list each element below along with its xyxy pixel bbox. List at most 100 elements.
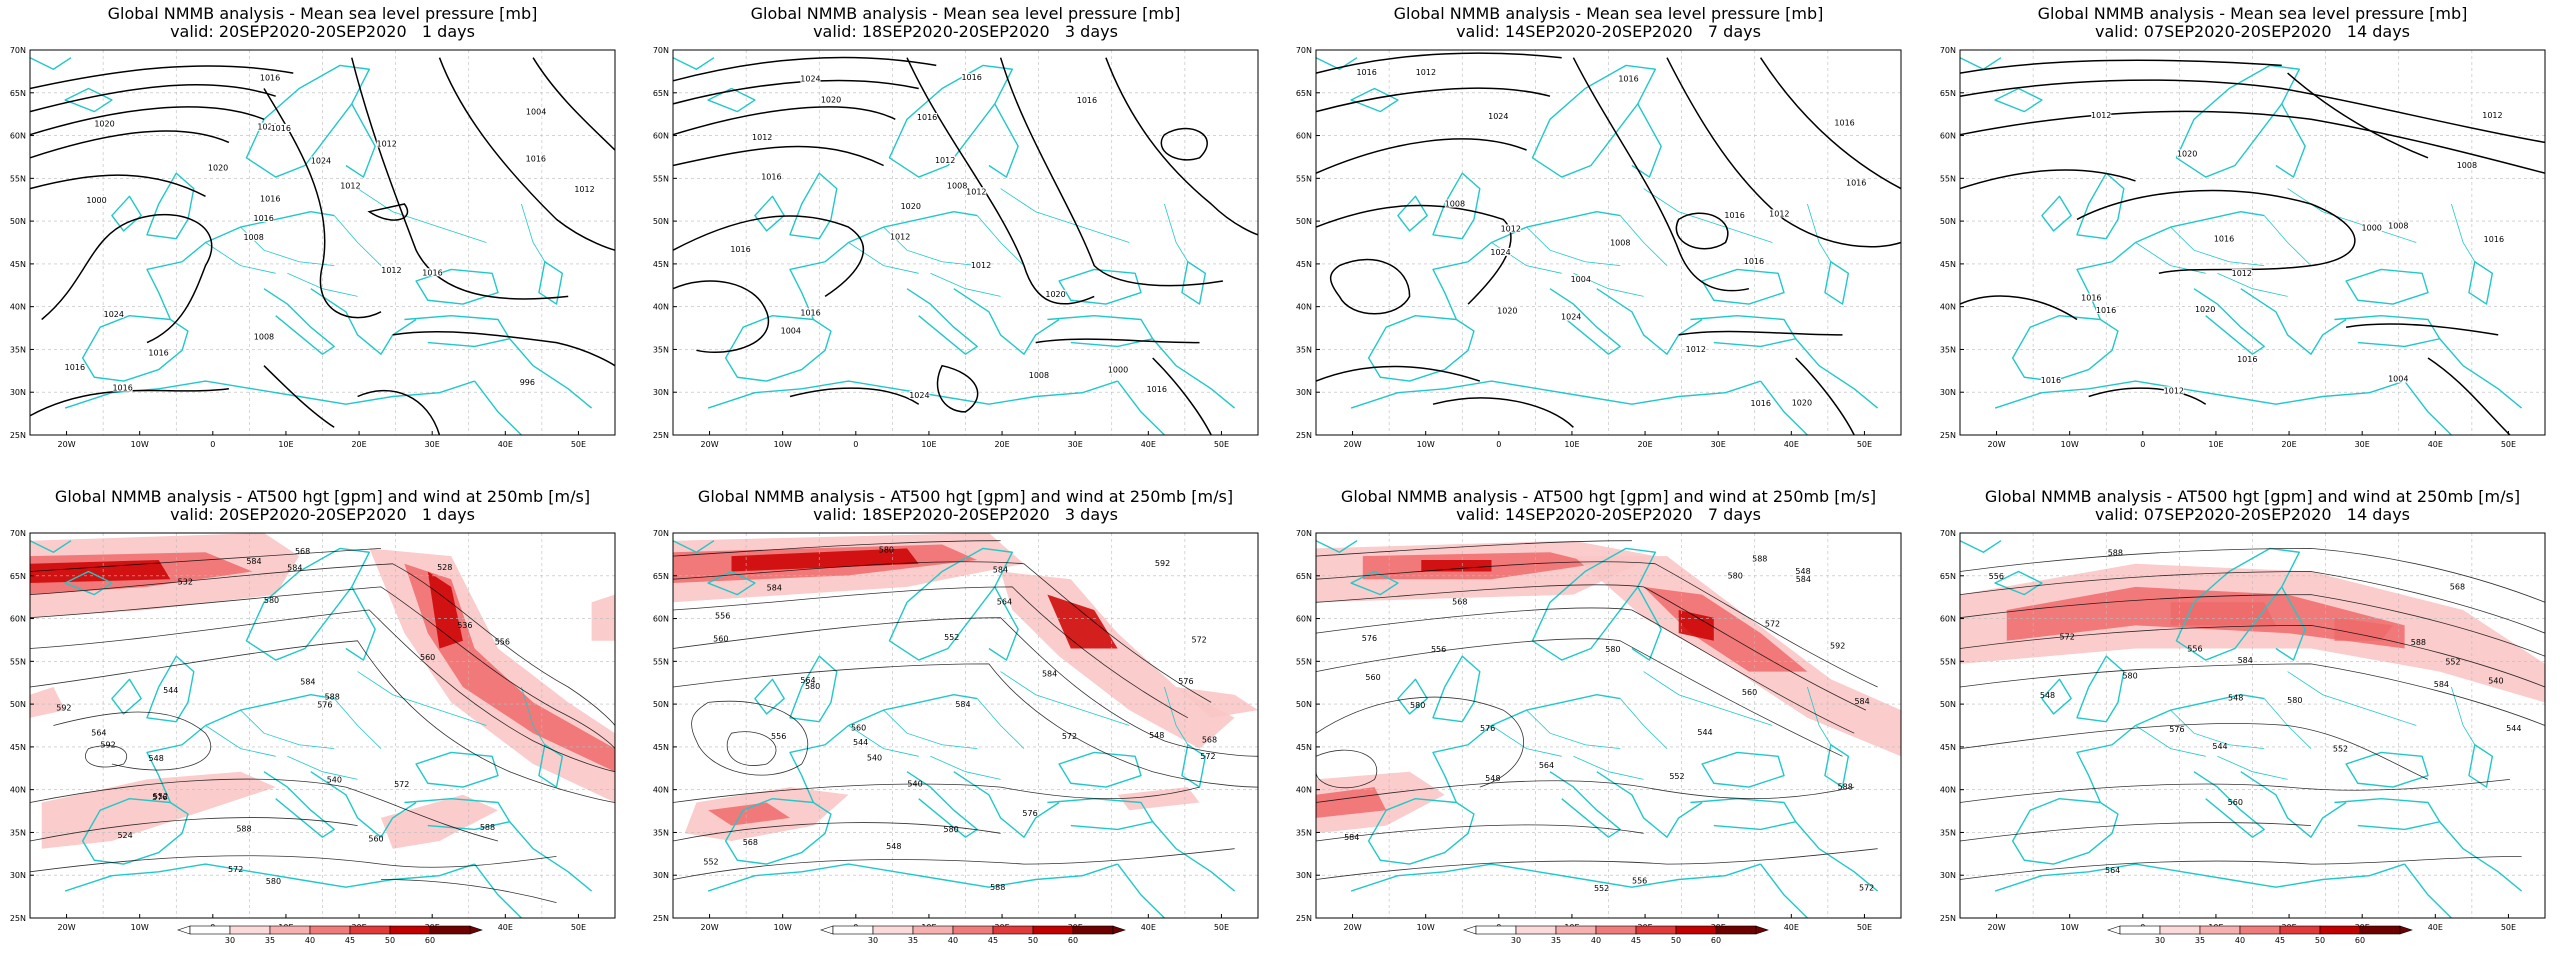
lat-label: 40N: [1296, 786, 1312, 795]
panel-title: Global NMMB analysis - AT500 hgt [gpm] a…: [1340, 487, 1877, 506]
wind-map: 540 544 548 552 556 560 564 568 572 576 580 584 580 5…: [1930, 533, 2555, 938]
height-contour: [30, 564, 615, 726]
country-border: [1527, 227, 1621, 266]
lon-label: 40E: [2428, 923, 2443, 932]
coastline: [1995, 572, 2042, 595]
contour-label: 536: [457, 621, 472, 630]
height-contour: [1316, 562, 1878, 687]
mslp-map: 1004 1008 1012 1016 1020 1024 1024 1024 1020 1016…: [1286, 50, 1911, 455]
contour-label: 580: [1605, 645, 1620, 654]
map-border: [1959, 49, 2546, 436]
contour-label: 1016: [2214, 234, 2234, 243]
lat-label: 30N: [1940, 871, 1956, 880]
wind-colorbar: 30 35 40 45 50 60: [820, 925, 1126, 945]
coastline: [755, 679, 784, 714]
lat-label: 70N: [10, 46, 26, 55]
contour-label-bg: [208, 163, 229, 172]
lon-label: 30E: [425, 440, 440, 449]
map-border: [29, 532, 616, 919]
lon-label: 30E: [1068, 440, 1083, 449]
mslp-panel-header: Global NMMB analysis - Mean sea level pr…: [1306, 5, 1911, 45]
contour-label: 1024: [800, 75, 820, 84]
contour-label-bg: [1561, 312, 1582, 321]
contour-label-bg: [381, 266, 402, 275]
contour-label: 588: [1838, 782, 1853, 791]
country-border: [2217, 273, 2287, 296]
pressure-isobar: [1316, 53, 1562, 73]
colorbar-min-arrow: [2107, 925, 2121, 935]
contour-label-bg: [260, 73, 281, 82]
coastline: [2241, 289, 2346, 354]
lat-label: 65N: [653, 89, 669, 98]
lat-label: 55N: [10, 174, 26, 183]
contour-label: 1012: [1686, 345, 1706, 354]
colorbar-tick-label: 60: [425, 936, 435, 945]
lat-label: 30N: [10, 388, 26, 397]
pressure-isobar: [30, 131, 229, 158]
coastline: [1316, 541, 1357, 553]
contour-label: 1024: [1488, 112, 1508, 121]
contour-label: 1016: [730, 245, 750, 254]
lat-label: 45N: [1296, 260, 1312, 269]
height-contour: [673, 618, 1258, 757]
contour-label: 580: [879, 546, 894, 555]
pressure-isobar: [790, 388, 919, 404]
contour-label: 544: [163, 686, 178, 695]
pressure-isobar: [938, 366, 978, 412]
country-border: [206, 243, 276, 274]
lon-label: 10W: [1417, 440, 1435, 449]
contour-label-bg: [1108, 365, 1129, 374]
coastline: [1182, 262, 1205, 304]
country-border: [287, 756, 357, 779]
lat-label: 35N: [10, 345, 26, 354]
colorbar-tick-label: 45: [1631, 936, 1641, 945]
contour-label: 1024: [311, 157, 331, 166]
lat-label: 30N: [1296, 388, 1312, 397]
wind-colorbar: 30 35 40 45 50 60: [2107, 925, 2413, 945]
map-border: [1315, 49, 1902, 436]
panel-title: Global NMMB analysis - Mean sea level pr…: [750, 4, 1181, 23]
lat-label: 30N: [1940, 388, 1956, 397]
pressure-isobar: [673, 216, 863, 296]
contour-label: 1024: [909, 391, 929, 400]
country-border: [2217, 756, 2287, 779]
contour-label: 560: [1742, 688, 1757, 697]
colorbar-bin: [2239, 925, 2281, 935]
height-contour: [1960, 723, 2428, 779]
country-border: [2288, 189, 2417, 243]
contour-label: 588: [1752, 554, 1767, 563]
country-border: [849, 243, 919, 274]
pressure-isobar: [1796, 358, 1855, 435]
contour-label-bg: [2482, 111, 2503, 120]
contour-label: 1016: [1618, 75, 1638, 84]
contour-label: 572: [2060, 633, 2075, 642]
contour-label: 1016: [2237, 355, 2257, 364]
contour-label: 1012: [2091, 111, 2111, 120]
contour-label-bg: [1618, 74, 1639, 83]
contour-label-bg: [1743, 257, 1764, 266]
contour-label: 548: [1485, 774, 1500, 783]
contour-label-bg: [800, 74, 821, 83]
contour-label: 1020: [821, 96, 841, 105]
contour-label-bg: [2214, 234, 2235, 243]
height-contour: [673, 849, 1235, 880]
lon-label: 30E: [2355, 440, 2370, 449]
pressure-isobar: [533, 58, 615, 150]
coastline: [1995, 89, 2042, 112]
coastline: [1690, 799, 1795, 830]
contour-label: 564: [997, 598, 1012, 607]
contour-label: 584: [287, 564, 302, 573]
pressure-isobar: [1679, 331, 1843, 334]
wind-panel-header: Global NMMB analysis - AT500 hgt [gpm] a…: [20, 488, 625, 528]
contour-label: 564: [1539, 761, 1554, 770]
height-contour: [1316, 781, 1854, 803]
lon-label: 10W: [2061, 923, 2079, 932]
contour-label-bg: [2163, 386, 2184, 395]
height-contour: [692, 701, 808, 775]
colorbar-tick-label: 45: [988, 936, 998, 945]
coastline: [1351, 864, 1761, 891]
height-contour: [1960, 548, 2545, 602]
lat-label: 60N: [1940, 132, 1956, 141]
contour-label: 576: [317, 700, 332, 709]
pressure-isobar: [673, 146, 884, 165]
